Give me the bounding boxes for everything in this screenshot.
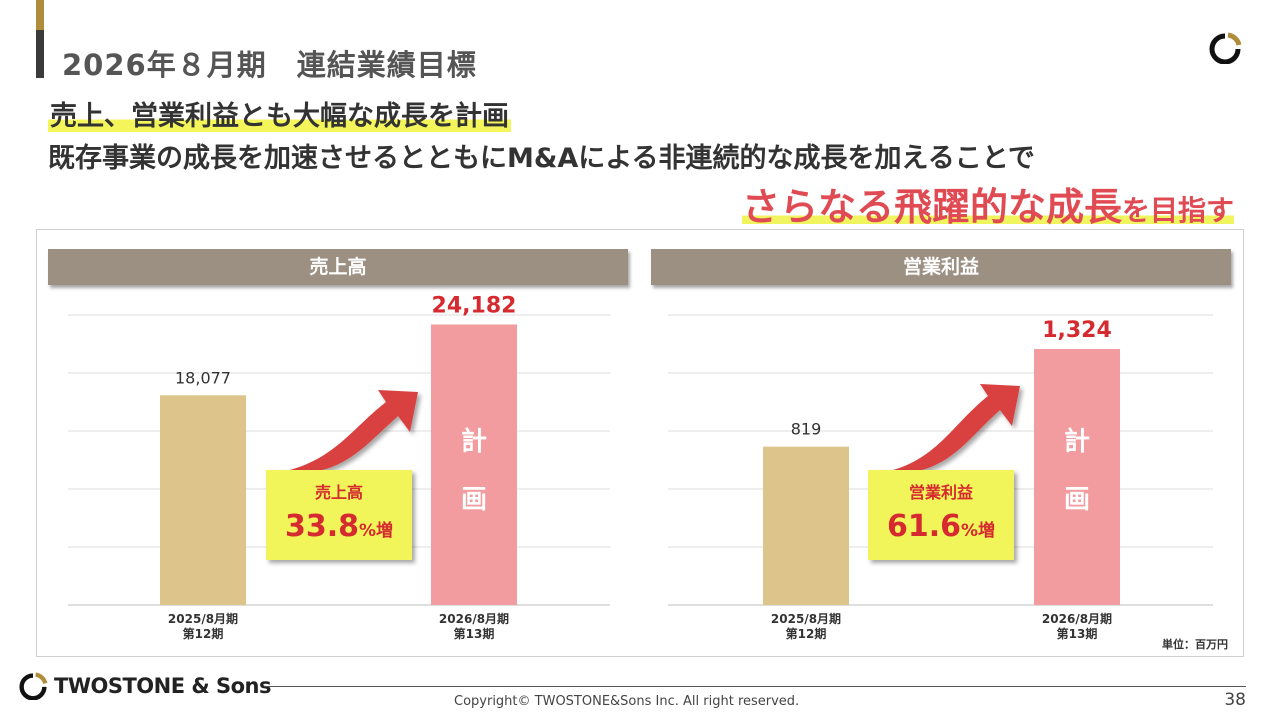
headline-line1-text: 売上、営業利益とも大幅な成長を計画 [48, 101, 511, 132]
plan-label-char: 計 [1064, 426, 1090, 457]
brand-name: TWOSTONE & Sons [54, 674, 272, 698]
growth-arrow [876, 384, 1020, 475]
value-label-actual: 18,077 [175, 368, 231, 387]
plan-label-char: 計 [461, 426, 487, 457]
title-accent-bar [36, 0, 44, 78]
value-label-actual: 819 [791, 420, 822, 439]
page-number: 38 [1224, 690, 1246, 710]
growth-callout [868, 470, 1014, 560]
headline-growth: さらなる飛躍的な成長を目指す [741, 176, 1234, 231]
chart-header-sales: 売上高 [48, 249, 628, 285]
headline-strategy: 既存事業の成長を加速させるとともにM&Aによる非連続的な成長を加えることで [48, 143, 1035, 174]
headline-growth-big: さらなる飛躍的な成長 [741, 185, 1122, 229]
category-label: 第13期 [1057, 626, 1098, 641]
headline-growth-small: を目指す [1121, 194, 1234, 227]
footer-divider [264, 686, 1246, 687]
headline-sales-profit: 売上、営業利益とも大幅な成長を計画 [48, 94, 511, 133]
value-label-plan: 1,324 [1042, 318, 1112, 343]
charts-panel [36, 229, 1244, 657]
category-label: 2025/8月期 [168, 611, 238, 626]
category-label: 第13期 [454, 626, 495, 641]
callout-label: 営業利益 [909, 483, 973, 502]
unit-label: 単位：百万円 [1162, 638, 1228, 651]
callout-growth-rate: 33.8%増 [285, 509, 393, 544]
category-label: 2026/8月期 [1042, 611, 1112, 626]
category-label: 第12期 [786, 626, 827, 641]
category-label: 2026/8月期 [439, 611, 509, 626]
corner-logo-icon [1209, 32, 1242, 64]
bar-actual [763, 446, 849, 605]
category-label: 第12期 [183, 626, 224, 641]
chart-header-profit: 営業利益 [651, 249, 1231, 285]
plan-label-char: 画 [1064, 485, 1090, 515]
footer-brand: TWOSTONE & Sons [18, 672, 272, 700]
value-label-plan: 24,182 [432, 293, 517, 318]
callout-label: 売上高 [315, 483, 363, 502]
plan-label-char: 画 [461, 485, 487, 515]
copyright-text: Copyright© TWOSTONE&Sons Inc. All right … [454, 694, 800, 709]
growth-callout [266, 470, 412, 560]
page-title: 2026年８月期 連結業績目標 [62, 48, 477, 82]
growth-arrow [272, 390, 418, 475]
category-label: 2025/8月期 [771, 611, 841, 626]
callout-growth-rate: 61.6%増 [887, 509, 995, 544]
bar-plan [431, 324, 517, 605]
bar-actual [160, 395, 246, 605]
bar-plan [1034, 349, 1120, 605]
brand-logo-icon [19, 672, 48, 700]
